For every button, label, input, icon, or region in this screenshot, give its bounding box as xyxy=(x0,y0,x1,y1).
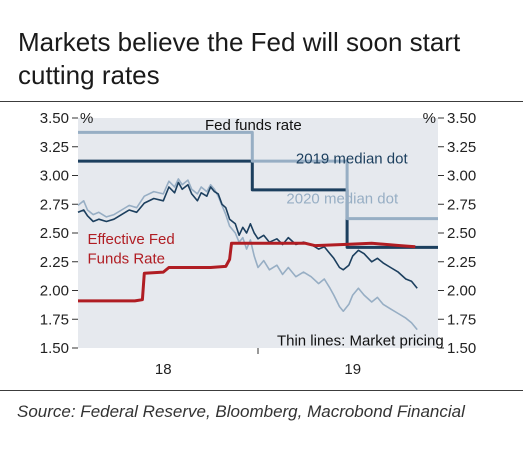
y-axis-unit-right: % xyxy=(423,110,436,127)
y-tick-label-right: 1.50 xyxy=(447,340,476,357)
annotation-label: Thin lines: Market pricing xyxy=(277,333,444,350)
top-rule xyxy=(0,101,523,102)
y-tick-label-left: 1.50 xyxy=(40,340,69,357)
y-tick-label-right: 3.00 xyxy=(447,168,476,185)
x-tick-label: 19 xyxy=(344,361,361,378)
y-tick-label-right: 2.50 xyxy=(447,225,476,242)
annotation-label: 2020 median dot xyxy=(286,191,399,208)
chart: 1.50 1.50 1.75 1.75 2.00 2.00 2.25 2.25 2.50 2.50… xyxy=(0,108,523,390)
series-line-3 xyxy=(77,181,418,289)
y-tick-label-left: 2.00 xyxy=(40,283,69,300)
annotation-label: Fed funds rate xyxy=(205,117,302,134)
source-note: Source: Federal Reserve, Bloomberg, Macr… xyxy=(17,402,465,421)
y-tick-label-right: 2.25 xyxy=(447,254,476,271)
chart-svg: 1.50 1.50 1.75 1.75 2.00 2.00 2.25 2.25 2.50 2.50… xyxy=(40,110,476,378)
y-tick-label-right: 2.00 xyxy=(447,283,476,300)
bottom-rule xyxy=(0,390,523,391)
annotation-label: Funds Rate xyxy=(87,250,165,267)
annotation-label: Effective Fed xyxy=(87,231,174,248)
y-tick-label-left: 1.75 xyxy=(40,311,69,328)
y-tick-label-left: 2.25 xyxy=(40,254,69,271)
annotation-label: 2019 median dot xyxy=(296,150,409,167)
series-line-2 xyxy=(78,241,416,303)
y-tick-label-right: 3.50 xyxy=(447,110,476,127)
y-tick-label-left: 3.00 xyxy=(40,168,69,185)
series-line-1 xyxy=(78,130,438,221)
series-line-4 xyxy=(77,178,418,331)
y-tick-label-left: 3.50 xyxy=(40,110,69,127)
plot-background xyxy=(78,118,438,348)
y-tick-label-right: 1.75 xyxy=(447,311,476,328)
series-line-0 xyxy=(78,159,438,249)
y-tick-label-left: 2.50 xyxy=(40,225,69,242)
y-tick-label-left: 3.25 xyxy=(40,139,69,156)
chart-title: Markets believe the Fed will soon start … xyxy=(18,27,461,90)
y-axis-unit-left: % xyxy=(80,110,93,127)
x-tick-label: 18 xyxy=(155,361,172,378)
y-tick-label-left: 2.75 xyxy=(40,196,69,213)
y-tick-label-right: 3.25 xyxy=(447,139,476,156)
y-tick-label-right: 2.75 xyxy=(447,196,476,213)
